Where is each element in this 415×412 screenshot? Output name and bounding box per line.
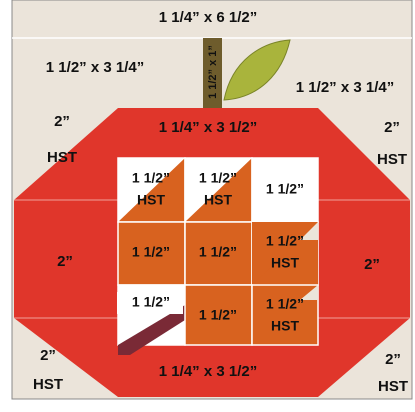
label: 1 1/2” x 3 1/4” [46,59,144,76]
label: 2” [57,253,73,270]
leaf [223,39,291,101]
label: HST [33,376,63,393]
label: 2” [54,113,70,130]
stem-diagonal [118,305,185,355]
cell [251,157,319,223]
label: HST [47,149,77,166]
apple-left [14,108,118,397]
cell-label: HST [271,255,299,271]
hst-corner [300,285,318,300]
cell [117,221,186,286]
hst-triangle [118,158,185,222]
cell-label: 1 1/2” [266,233,304,249]
hst-triangle [252,222,318,285]
cell-label: 1 1/2” [132,170,170,186]
cell-label: 1 1/2” [266,181,304,197]
cell-label: 1 1/2” [132,244,170,260]
label: 1 1/4” x 6 1/2” [159,9,257,26]
cell [184,284,253,346]
cell-label: 1 1/2” [132,294,170,310]
stem [203,38,222,110]
cell-label: 1 1/2” [266,296,304,312]
label: HST [378,378,408,395]
cell-label: 1 1/2” [199,170,237,186]
label: 2” [40,347,56,364]
hst-triangle [185,158,252,222]
cell-label: 1 1/2” [199,244,237,260]
label: 1 1/2” x 3 1/4” [296,79,394,96]
grid [117,157,319,355]
label: HST [377,151,407,168]
hst-corner [300,222,318,240]
label: 1 1/4” x 3 1/2” [159,119,257,136]
label: 1 1/4” x 3 1/2” [159,363,257,380]
label: 2” [364,256,380,273]
apple-right [318,108,410,397]
label: 2” [385,351,401,368]
label: 1 1/2” x 1” [207,45,219,99]
label: 2” [384,119,400,136]
label-bg [117,292,183,314]
cell-label: HST [204,192,232,208]
cell-label: HST [271,318,299,334]
cell-label: 1 1/2” [199,307,237,323]
cell-label: HST [137,192,165,208]
